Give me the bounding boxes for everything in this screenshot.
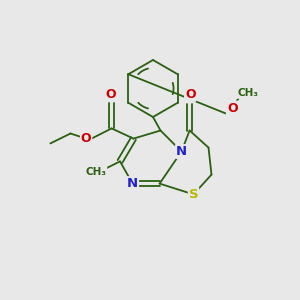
Text: O: O [227,101,238,115]
Text: S: S [189,188,198,201]
Text: N: N [127,177,138,190]
Text: O: O [81,132,92,145]
Text: O: O [106,88,116,101]
Text: N: N [176,145,187,158]
Text: O: O [185,88,196,101]
Text: CH₃: CH₃ [238,88,259,98]
Text: CH₃: CH₃ [85,167,106,177]
